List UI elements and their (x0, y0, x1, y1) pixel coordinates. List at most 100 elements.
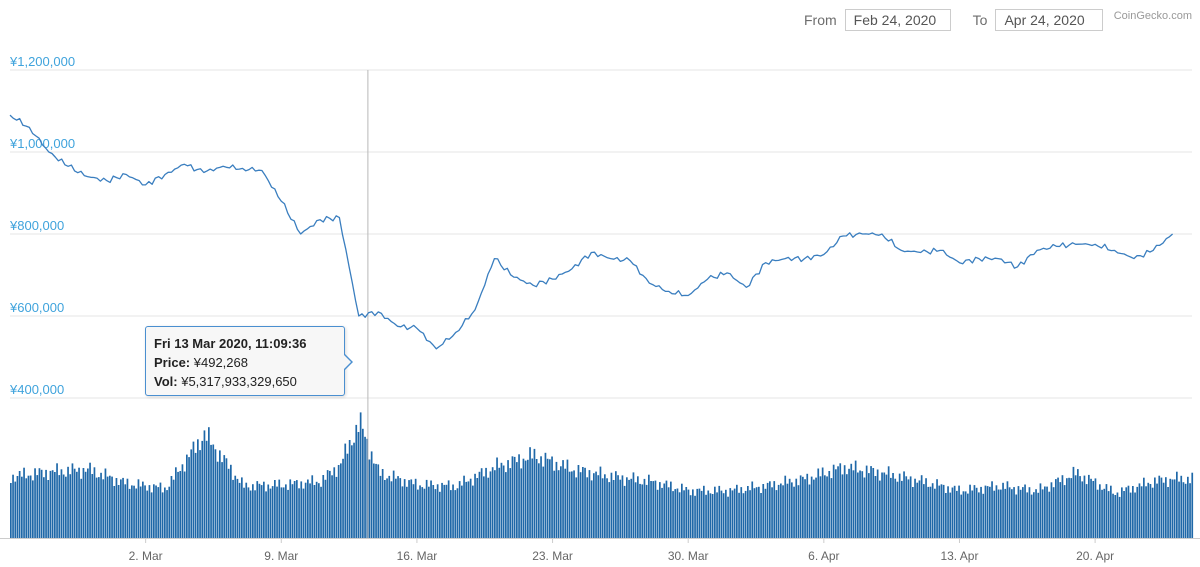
volume-bar (395, 478, 397, 538)
volume-bar (78, 467, 80, 538)
volume-bar (186, 454, 188, 538)
volume-bar (197, 439, 199, 538)
volume-bar (133, 485, 135, 538)
volume-bar (516, 462, 518, 538)
from-date-input[interactable]: Feb 24, 2020 (844, 9, 951, 31)
volume-bar (588, 470, 591, 538)
volume-bar (1004, 488, 1007, 538)
volume-bar (511, 456, 514, 538)
volume-bar (307, 479, 309, 538)
volume-bar (403, 479, 406, 538)
volume-bar (102, 479, 105, 538)
volume-bar (914, 478, 916, 538)
volume-bar (412, 484, 415, 538)
volume-bar (815, 477, 817, 538)
volume-bar (753, 488, 756, 538)
x-tick-label: 20. Apr (1076, 549, 1114, 563)
volume-bar (25, 478, 28, 538)
volume-bar (1103, 488, 1106, 538)
volume-bar (245, 482, 248, 538)
volume-bar (386, 478, 388, 538)
volume-bar (436, 484, 439, 538)
volume-bar (903, 471, 905, 538)
volume-bar (1066, 478, 1068, 538)
volume-bar (463, 475, 465, 538)
volume-bar (60, 469, 63, 538)
volume-bar (1112, 493, 1114, 538)
volume-bar (329, 470, 331, 538)
volume-bar (527, 459, 529, 538)
volume-bar (353, 442, 355, 538)
volume-bar (782, 485, 784, 538)
volume-bar (705, 494, 707, 538)
volume-bar (843, 465, 846, 538)
volume-bar (128, 488, 131, 538)
volume-bar (1044, 486, 1046, 538)
volume-bar (557, 470, 560, 538)
volume-bar (496, 457, 498, 538)
volume-bar (1081, 481, 1084, 538)
tooltip-price-key: Price: (154, 355, 191, 370)
volume-bar (1092, 481, 1095, 538)
volume-bar (608, 482, 611, 538)
volume-bar (692, 489, 694, 538)
volume-bar (397, 476, 399, 538)
x-tick-label: 6. Apr (808, 549, 839, 563)
volume-bar (1105, 484, 1108, 538)
volume-bar (458, 481, 461, 538)
volume-bar (1041, 489, 1044, 538)
volume-bar (874, 476, 877, 538)
volume-bar (104, 468, 107, 538)
volume-bar (1167, 487, 1169, 538)
volume-bar (887, 466, 890, 538)
volume-bar (883, 472, 886, 538)
volume-bar (373, 463, 375, 538)
volume-bar (826, 476, 828, 538)
volume-bar (247, 487, 250, 538)
volume-bar (120, 479, 122, 538)
volume-bar (227, 468, 230, 538)
to-date-input[interactable]: Apr 24, 2020 (995, 9, 1104, 31)
volume-bar (1096, 489, 1099, 538)
volume-bar (287, 489, 289, 538)
volume-bar (980, 486, 982, 538)
volume-bar (12, 474, 14, 538)
volume-bar (1132, 486, 1134, 538)
volume-bar (194, 452, 197, 538)
volume-bar (142, 481, 144, 538)
volume-bar (399, 478, 402, 538)
volume-bar (808, 484, 811, 538)
volume-bar (346, 453, 349, 538)
volume-bar (1013, 487, 1015, 538)
volume-bar (1173, 479, 1176, 538)
volume-bar (487, 477, 490, 538)
volume-bar (1068, 477, 1070, 538)
volume-bar (584, 467, 586, 538)
credit-link[interactable]: CoinGecko.com (1113, 10, 1192, 22)
volume-bar (892, 473, 894, 538)
volume-bar (997, 489, 1000, 538)
volume-bar (300, 481, 303, 538)
volume-bar (348, 440, 351, 538)
volume-bar (744, 490, 747, 538)
volume-bar (821, 467, 824, 538)
volume-bar (958, 485, 960, 538)
volume-bar (740, 487, 743, 538)
volume-bar (302, 488, 305, 538)
volume-bar (1050, 482, 1053, 538)
volume-bar (1099, 484, 1101, 538)
volume-bar (509, 468, 512, 538)
volume-bar (696, 488, 699, 538)
volume-bar (14, 481, 17, 538)
volume-bar (265, 491, 267, 538)
volume-bar (738, 492, 740, 538)
volume-bar (214, 449, 217, 538)
volume-bar (126, 478, 129, 538)
volume-bar (632, 472, 635, 538)
volume-bar (722, 493, 725, 538)
volume-bar (931, 483, 934, 538)
volume-bar (901, 480, 903, 538)
volume-bar (199, 450, 201, 538)
volume-bar (1030, 494, 1033, 538)
